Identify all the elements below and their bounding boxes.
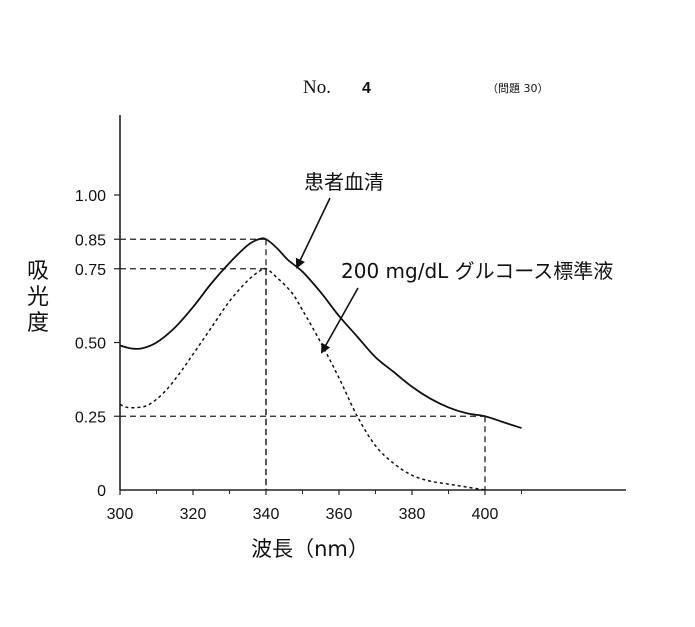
x-tick-label: 360 [326, 506, 353, 523]
x-tick-label: 340 [253, 506, 280, 523]
x-tick-label: 380 [399, 506, 426, 523]
x-tick-label: 320 [180, 506, 207, 523]
y-tick-label: 0.50 [75, 336, 106, 353]
y-axis-label-char: 光 [27, 285, 49, 310]
y-axis-label-char: 度 [27, 311, 49, 336]
annotation-arrow-glucose-standard [321, 287, 359, 354]
y-axis-label-char: 吸 [27, 259, 49, 284]
annotation-arrow-patient-serum [295, 197, 331, 269]
x-tick-label: 400 [472, 506, 499, 523]
y-tick-label: 0.75 [75, 262, 106, 279]
annotation-patient-serum: 患者血清 [304, 170, 384, 194]
y-tick-label: 1.00 [75, 188, 106, 205]
series-line-patient-serum [119, 237, 522, 429]
question-reference: （問題 30） [487, 82, 549, 95]
annotations: 患者血清 200 mg/dL グルコース標準液 [295, 170, 613, 354]
series-line-glucose-standard [119, 267, 486, 491]
y-tick-label: 0 [97, 483, 106, 500]
axis-labels: 波長（nm） 吸光度 [27, 259, 369, 561]
reference-lines [120, 238, 486, 490]
y-tick-label: 0.85 [75, 232, 106, 249]
y-tick-label: 0.25 [75, 409, 106, 426]
x-tick-label: 300 [107, 506, 134, 523]
chart-series [119, 237, 522, 491]
x-axis-label: 波長（nm） [251, 537, 369, 561]
axis-ticks: 0 0.25 0.50 0.75 0.85 1.00 300 320 340 360 380 400 [75, 188, 522, 523]
question-number-value: 4 [362, 80, 371, 97]
chart-axes [119, 115, 626, 491]
question-number-label: No. [303, 77, 331, 98]
annotation-glucose-standard: 200 mg/dL グルコース標準液 [341, 259, 613, 283]
